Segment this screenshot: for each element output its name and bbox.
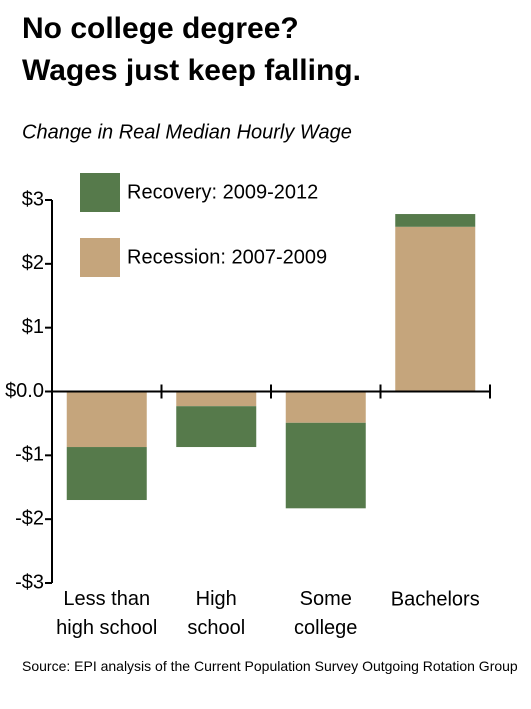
y-tick-label: $1 [22,316,44,338]
x-tick-label: Less than high school [56,588,157,639]
bar-segment [285,422,366,509]
source: Source: EPI analysis of the Current Popu… [22,658,518,674]
legend-swatch [80,173,120,212]
legend-swatch [80,238,120,277]
chart: No college degree? Wages just keep fallin… [5,12,491,639]
bar-segment [66,391,147,448]
x-tick-label: Bachelors [391,588,480,610]
bar-segment [176,391,257,407]
y-tick-label: -$2 [15,507,44,529]
legend-label: Recovery: 2009-2012 [127,181,318,203]
chart-title: No college degree? Wages just keep fallin… [22,12,361,87]
y-tick-label: -$1 [15,444,44,466]
bar-segment [285,391,366,423]
bar-segment [66,447,147,501]
x-tick-label: Some college [294,588,357,639]
y-tick-label: $0.0 [5,380,44,402]
y-tick-label: $3 [22,188,44,210]
y-tick-label: $2 [22,252,44,274]
y-tick-label: -$3 [15,571,44,593]
x-tick-label: High school [187,588,245,639]
bar-segment [395,226,476,392]
legend-label: Recession: 2007-2009 [127,246,327,268]
bar-segment [395,214,476,227]
bar-segment [176,406,257,448]
chart-subtitle: Change in Real Median Hourly Wage [22,121,352,143]
